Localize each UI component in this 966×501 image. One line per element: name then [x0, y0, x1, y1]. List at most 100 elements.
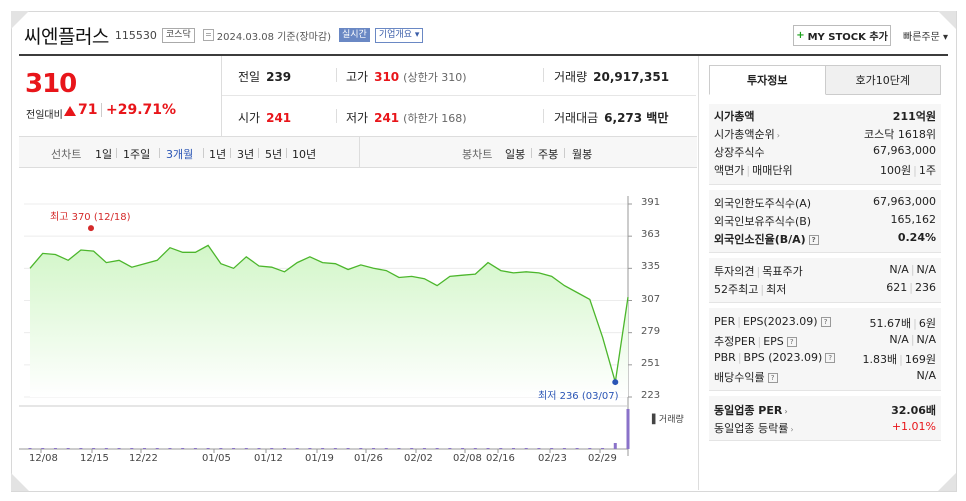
chevron-right-icon: ›	[790, 425, 794, 434]
period-1w[interactable]: 1주일	[123, 148, 151, 161]
open-label: 시가	[238, 111, 261, 125]
foreign-ratio-value: 0.24%	[897, 231, 936, 244]
realtime-button[interactable]: 실시간	[339, 28, 370, 42]
par-value-value: 100원 | 1주	[880, 164, 936, 177]
help-icon[interactable]: ?	[820, 317, 831, 327]
volume-bar	[117, 448, 121, 449]
period-separator	[531, 148, 532, 158]
volume-bar	[244, 448, 248, 449]
volume-bar	[537, 448, 541, 449]
help-icon[interactable]: ?	[767, 373, 778, 383]
period-3m[interactable]: 3개월	[166, 148, 194, 161]
chevron-right-icon: ›	[776, 131, 780, 140]
low-value: 241	[374, 111, 400, 125]
volume-bar	[232, 448, 236, 449]
period-1d[interactable]: 1일	[95, 148, 113, 161]
candle-daily[interactable]: 일봉	[505, 148, 526, 161]
low-annotation: 최저 236 (03/07)	[538, 391, 619, 402]
amount-label: 거래대금	[554, 111, 599, 125]
price-change-percent: +29.71%	[106, 102, 177, 118]
volume-bar	[626, 409, 630, 449]
quote-separator	[543, 68, 544, 82]
high-price: 고가 310 (상한가 310)	[346, 68, 467, 85]
x-tick-label: 02/29	[588, 453, 617, 464]
prev-close: 전일 239	[238, 68, 291, 85]
pbr-bps-value: 1.83배 | 169원	[862, 353, 936, 366]
volume-bar	[143, 448, 147, 449]
header-divider	[19, 54, 948, 56]
candle-monthly[interactable]: 월봉	[572, 148, 593, 161]
up-arrow-icon	[64, 106, 76, 116]
open-value: 241	[266, 111, 292, 125]
period-10y[interactable]: 10년	[292, 148, 317, 161]
volume-bar	[41, 448, 45, 449]
dividend-value: N/A	[916, 369, 936, 382]
foreign-holding-value: 165,162	[890, 213, 937, 226]
price-chart-svg	[19, 196, 632, 456]
per-eps-value: 51.67배 | 6원	[869, 317, 936, 330]
price-area	[30, 245, 628, 397]
low-price: 저가 241 (하한가 168)	[346, 109, 467, 126]
y-tick-label: 335	[641, 261, 661, 273]
par-value-row: 액면가 | 매매단위 100원 | 1주	[714, 160, 936, 178]
quote-separator	[336, 109, 337, 123]
help-icon[interactable]: ?	[808, 235, 819, 245]
volume-bar	[461, 448, 465, 449]
x-tick-label: 02/16	[486, 453, 515, 464]
volume-bar	[588, 448, 592, 449]
volume-bar	[257, 448, 261, 449]
company-name: 씨엔플러스	[24, 25, 109, 48]
prev-close-value: 239	[266, 70, 292, 84]
period-1y[interactable]: 1년	[209, 148, 227, 161]
base-date: 2024.03.08 기준(장마감)	[216, 31, 331, 43]
market-cap-row: 시가총액 211억원	[714, 106, 936, 124]
y-tick-label: 391	[641, 197, 661, 208]
foreign-holding-label: 외국인보유주식수(B)	[714, 215, 812, 228]
valuation-section: PER | EPS(2023.09)? 51.67배 | 6원 추정PER | EPS? N/A…	[709, 308, 941, 391]
volume-legend-label: 거래량	[658, 415, 684, 425]
x-tick-label: 12/15	[80, 453, 109, 464]
y-tick-label: 307	[641, 293, 661, 305]
quick-order-button[interactable]: 빠른주문 ▾	[903, 32, 948, 43]
invest-tabs: 투자정보 호가10단계	[709, 65, 941, 95]
stock-code: 115530	[114, 28, 157, 42]
volume-bar	[575, 448, 579, 449]
market-tag: 코스닥	[161, 27, 195, 43]
volume-bar	[219, 448, 223, 449]
foreign-limit-label: 외국인한도주식수(A)	[714, 197, 812, 210]
volume-bar	[346, 448, 350, 449]
volume-bar	[384, 448, 388, 449]
est-per-value: N/A | N/A	[889, 333, 936, 346]
volume-bar	[28, 448, 32, 449]
x-tick-label: 01/26	[354, 453, 383, 464]
change-separator	[101, 103, 102, 117]
period-3y[interactable]: 3년	[237, 148, 255, 161]
week52-row: 52주최고 | 최저 621 | 236	[714, 279, 936, 297]
period-5y[interactable]: 5년	[265, 148, 283, 161]
my-stock-add-button[interactable]: + MY STOCK 추가	[793, 25, 891, 46]
company-overview-button[interactable]: 기업개요 ▾	[374, 27, 424, 43]
chevron-right-icon: ›	[784, 407, 788, 416]
help-icon[interactable]: ?	[825, 353, 836, 363]
industry-change-row[interactable]: 동일업종 등락률 › +1.01%	[714, 418, 936, 436]
tab-order-book[interactable]: 호가10단계	[825, 65, 941, 95]
industry-per-row[interactable]: 동일업종 PER › 32.06배	[714, 400, 936, 418]
quote-bottom-divider	[19, 136, 697, 137]
volume-bar	[130, 448, 134, 449]
est-per-row: 추정PER | EPS? N/A | N/A	[714, 331, 936, 349]
market-cap-label: 시가총액	[714, 110, 755, 123]
per-eps-label: PER | EPS(2023.09)?	[714, 315, 831, 328]
price-chart[interactable]: 최고 370 (12/18) 최저 236 (03/07) ▌거래량 391 36…	[19, 168, 697, 490]
market-cap-rank-row[interactable]: 시가총액순위 › 코스닥 1618위	[714, 124, 936, 142]
tab-invest-info[interactable]: 투자정보	[709, 65, 826, 95]
volume-bar	[206, 448, 210, 449]
period-separator	[230, 148, 231, 158]
price-box: 310 전일대비 71 +29.71%	[19, 56, 222, 136]
lower-limit: (하한가 168)	[403, 112, 467, 125]
volume-bar	[333, 448, 337, 449]
help-icon[interactable]: ?	[786, 337, 797, 347]
quote-separator	[336, 68, 337, 82]
candle-weekly[interactable]: 주봉	[538, 148, 559, 161]
y-tick-label: 363	[641, 229, 661, 241]
volume-bar	[562, 448, 566, 449]
